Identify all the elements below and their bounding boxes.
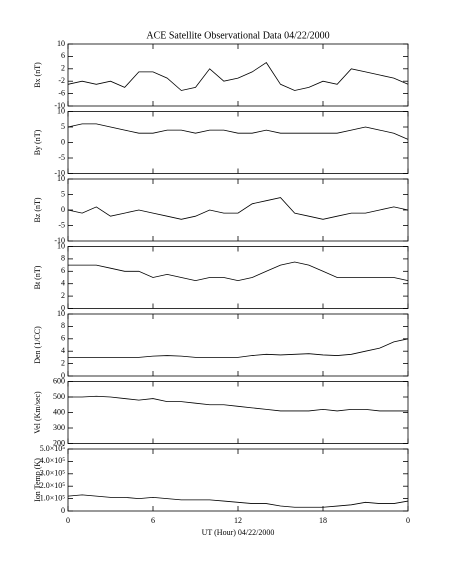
data-line — [68, 395, 408, 412]
y-axis-label: Den (1/CC) — [33, 326, 42, 364]
x-tick-label: 0 — [406, 516, 410, 525]
data-line — [68, 261, 409, 282]
data-line — [67, 123, 409, 140]
y-tick-label: 5.0×10⁵ — [40, 444, 66, 453]
y-tick-label: -10 — [54, 236, 65, 245]
data-line — [67, 62, 409, 91]
y-tick-label: 2 — [61, 291, 65, 300]
y-tick-label: 0 — [61, 303, 65, 312]
x-axis-label: UT (Hour) 04/22/2000 — [202, 528, 275, 537]
x-tick-label: 0 — [66, 516, 70, 525]
y-tick-label: 2 — [61, 358, 65, 367]
y-tick-label: 8 — [61, 321, 65, 330]
y-tick-label: 10 — [57, 309, 65, 318]
y-tick-label: -10 — [54, 168, 65, 177]
y-tick-label: 4 — [61, 346, 65, 355]
y-tick-label: -5 — [58, 153, 65, 162]
y-tick-label: 3.0×10⁵ — [40, 469, 66, 478]
y-tick-label: 4.0×10⁵ — [40, 456, 66, 465]
x-tick-label: 6 — [151, 516, 155, 525]
data-line — [67, 494, 409, 508]
y-tick-label: -10 — [54, 101, 65, 110]
y-tick-label: 6 — [61, 266, 65, 275]
y-tick-label: 5 — [61, 122, 65, 131]
y-tick-label: 0 — [61, 137, 65, 146]
y-axis-label: Bx (nT) — [33, 62, 42, 88]
y-tick-label: -2 — [58, 76, 65, 85]
y-tick-label: 2 — [61, 64, 65, 73]
x-tick-label: 18 — [319, 516, 327, 525]
y-tick-label: 10 — [57, 39, 65, 48]
y-tick-label: 10 — [57, 106, 65, 115]
y-tick-label: 4 — [61, 279, 65, 288]
y-tick-label: 0 — [61, 506, 65, 515]
y-tick-label: 1.0×10⁵ — [40, 493, 66, 502]
y-axis-label: Bz (nT) — [33, 197, 42, 222]
y-tick-label: 500 — [53, 392, 65, 401]
chart-title: ACE Satellite Observational Data 04/22/2… — [146, 30, 329, 41]
panel-frame — [67, 178, 409, 242]
y-tick-label: 10 — [57, 241, 65, 250]
y-tick-label: 600 — [53, 376, 65, 385]
y-tick-label: 5 — [61, 189, 65, 198]
y-tick-label: 6 — [61, 51, 65, 60]
y-axis-label: Vel (Km/sec) — [33, 391, 42, 434]
panel-frame — [67, 313, 409, 377]
y-tick-label: 10 — [57, 174, 65, 183]
panel-frame — [67, 381, 409, 444]
y-tick-label: -5 — [58, 220, 65, 229]
y-tick-label: 8 — [61, 254, 65, 263]
data-line — [67, 197, 409, 220]
panel-frame — [67, 43, 409, 107]
panel-frame — [67, 111, 409, 174]
y-tick-label: 6 — [61, 334, 65, 343]
x-tick-label: 12 — [234, 516, 242, 525]
y-tick-label: 300 — [53, 423, 65, 432]
y-tick-label: 400 — [53, 407, 65, 416]
y-axis-label: By (nT) — [33, 129, 42, 155]
y-axis-label: Bt (nT) — [33, 265, 42, 289]
y-tick-label: 0 — [61, 371, 65, 380]
data-line — [68, 338, 409, 358]
y-axis-label: Ion Temp (K) — [33, 458, 42, 502]
y-tick-label: 200 — [53, 438, 65, 447]
y-tick-label: -6 — [58, 88, 65, 97]
panel-frame — [67, 448, 409, 512]
y-tick-label: 0 — [61, 205, 65, 214]
y-tick-label: 2.0×10⁵ — [40, 481, 66, 490]
